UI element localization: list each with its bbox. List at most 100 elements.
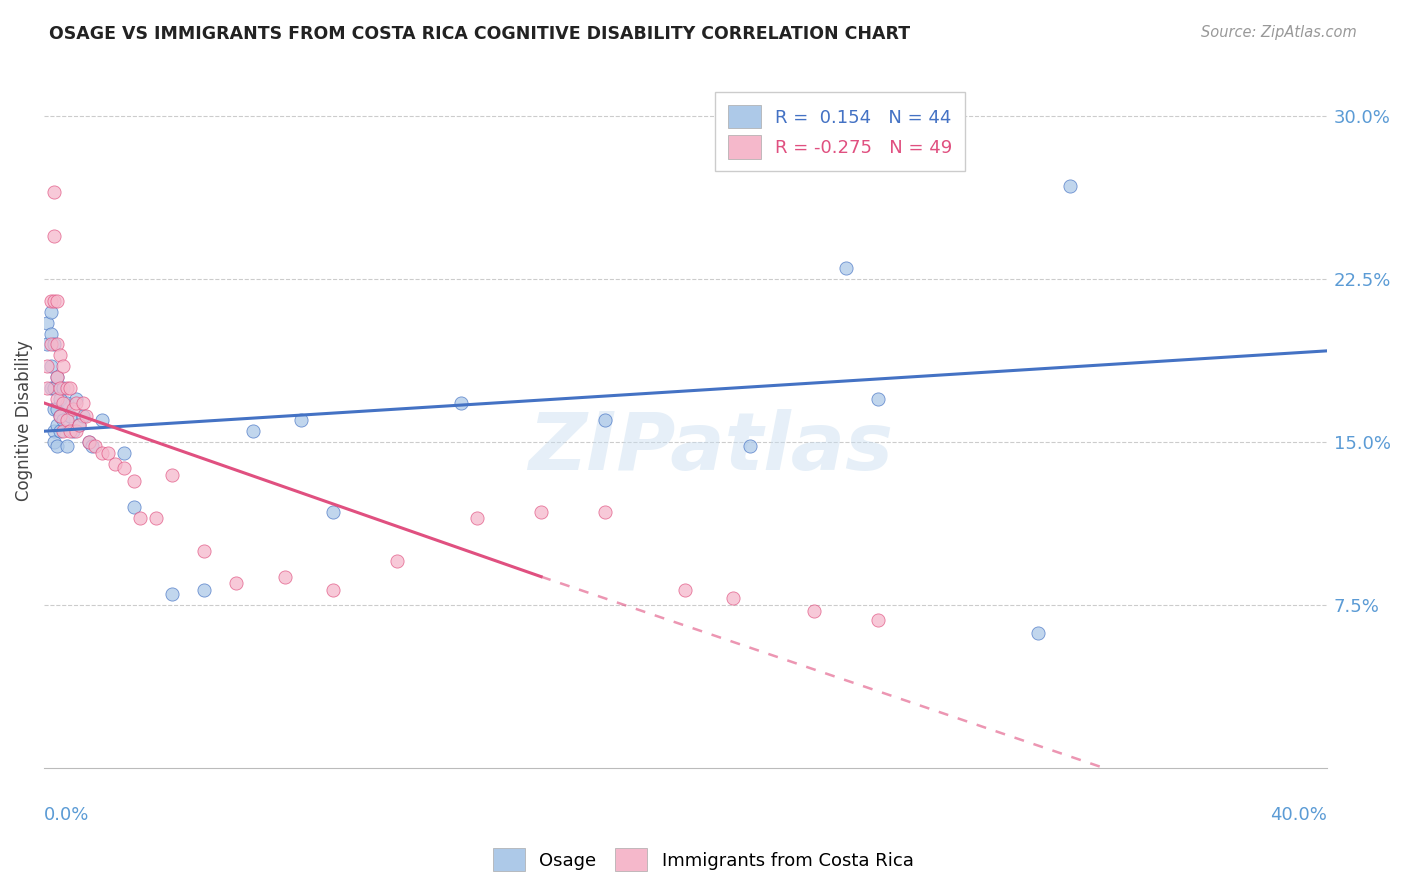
Point [385, 554, 408, 568]
Point [82, 439, 104, 453]
Point [75, 409, 97, 423]
Point [322, 582, 344, 597]
Point [59, 424, 82, 438]
Point [193, 582, 215, 597]
Point [84, 439, 107, 453]
Point [77, 435, 100, 450]
Point [37, 337, 59, 351]
Point [65, 424, 87, 438]
Point [59, 409, 82, 423]
Point [322, 504, 344, 518]
Point [65, 392, 87, 406]
Point [225, 576, 247, 591]
Point [465, 511, 488, 525]
Point [42, 293, 65, 308]
Point [530, 504, 553, 518]
Point [42, 402, 65, 417]
Point [723, 591, 745, 606]
Point [42, 186, 65, 200]
Point [52, 413, 75, 427]
Point [52, 359, 75, 373]
Point [593, 413, 616, 427]
Point [37, 359, 59, 373]
Point [39, 381, 62, 395]
Point [55, 413, 77, 427]
Text: OSAGE VS IMMIGRANTS FROM COSTA RICA COGNITIVE DISABILITY CORRELATION CHART: OSAGE VS IMMIGRANTS FROM COSTA RICA COGN… [49, 25, 910, 43]
Point [39, 337, 62, 351]
Point [1059, 178, 1081, 193]
Point [59, 381, 82, 395]
Point [866, 613, 889, 627]
Point [49, 409, 72, 423]
Point [39, 305, 62, 319]
Text: 40.0%: 40.0% [1270, 805, 1327, 824]
Point [45, 439, 67, 453]
Point [162, 467, 184, 482]
Point [112, 446, 135, 460]
Point [39, 293, 62, 308]
Point [673, 582, 696, 597]
Point [39, 359, 62, 373]
Point [145, 511, 167, 525]
Text: Source: ZipAtlas.com: Source: ZipAtlas.com [1201, 25, 1357, 40]
Point [803, 604, 825, 618]
Point [77, 435, 100, 450]
Point [193, 543, 215, 558]
Y-axis label: Cognitive Disability: Cognitive Disability [15, 340, 32, 500]
Point [97, 446, 120, 460]
Point [90, 446, 112, 460]
Point [45, 370, 67, 384]
Legend: Osage, Immigrants from Costa Rica: Osage, Immigrants from Costa Rica [485, 841, 921, 879]
Point [1026, 626, 1049, 640]
Point [162, 587, 184, 601]
Point [49, 409, 72, 423]
Point [45, 392, 67, 406]
Point [122, 474, 145, 488]
Point [45, 417, 67, 432]
Point [37, 316, 59, 330]
Point [45, 293, 67, 308]
Point [62, 424, 84, 438]
Point [866, 392, 889, 406]
Point [39, 326, 62, 341]
Point [738, 439, 761, 453]
Point [49, 348, 72, 362]
Legend: R =  0.154   N = 44, R = -0.275   N = 49: R = 0.154 N = 44, R = -0.275 N = 49 [716, 93, 965, 171]
Point [49, 392, 72, 406]
Point [52, 381, 75, 395]
Point [52, 396, 75, 410]
Point [42, 337, 65, 351]
Point [49, 424, 72, 438]
Text: 0.0%: 0.0% [44, 805, 90, 824]
Point [90, 413, 112, 427]
Text: ZIPatlas: ZIPatlas [529, 409, 894, 487]
Point [129, 511, 152, 525]
Point [42, 424, 65, 438]
Point [55, 439, 77, 453]
Point [55, 396, 77, 410]
Point [37, 381, 59, 395]
Point [42, 435, 65, 450]
Point [62, 402, 84, 417]
Point [45, 337, 67, 351]
Point [104, 457, 127, 471]
Point [273, 569, 295, 583]
Point [835, 261, 858, 276]
Point [450, 396, 472, 410]
Point [49, 381, 72, 395]
Point [42, 381, 65, 395]
Point [112, 461, 135, 475]
Point [67, 417, 90, 432]
Point [52, 424, 75, 438]
Point [290, 413, 312, 427]
Point [65, 396, 87, 410]
Point [45, 370, 67, 384]
Point [67, 417, 90, 432]
Point [242, 424, 264, 438]
Point [45, 402, 67, 417]
Point [55, 381, 77, 395]
Point [72, 396, 94, 410]
Point [593, 504, 616, 518]
Point [42, 228, 65, 243]
Point [122, 500, 145, 515]
